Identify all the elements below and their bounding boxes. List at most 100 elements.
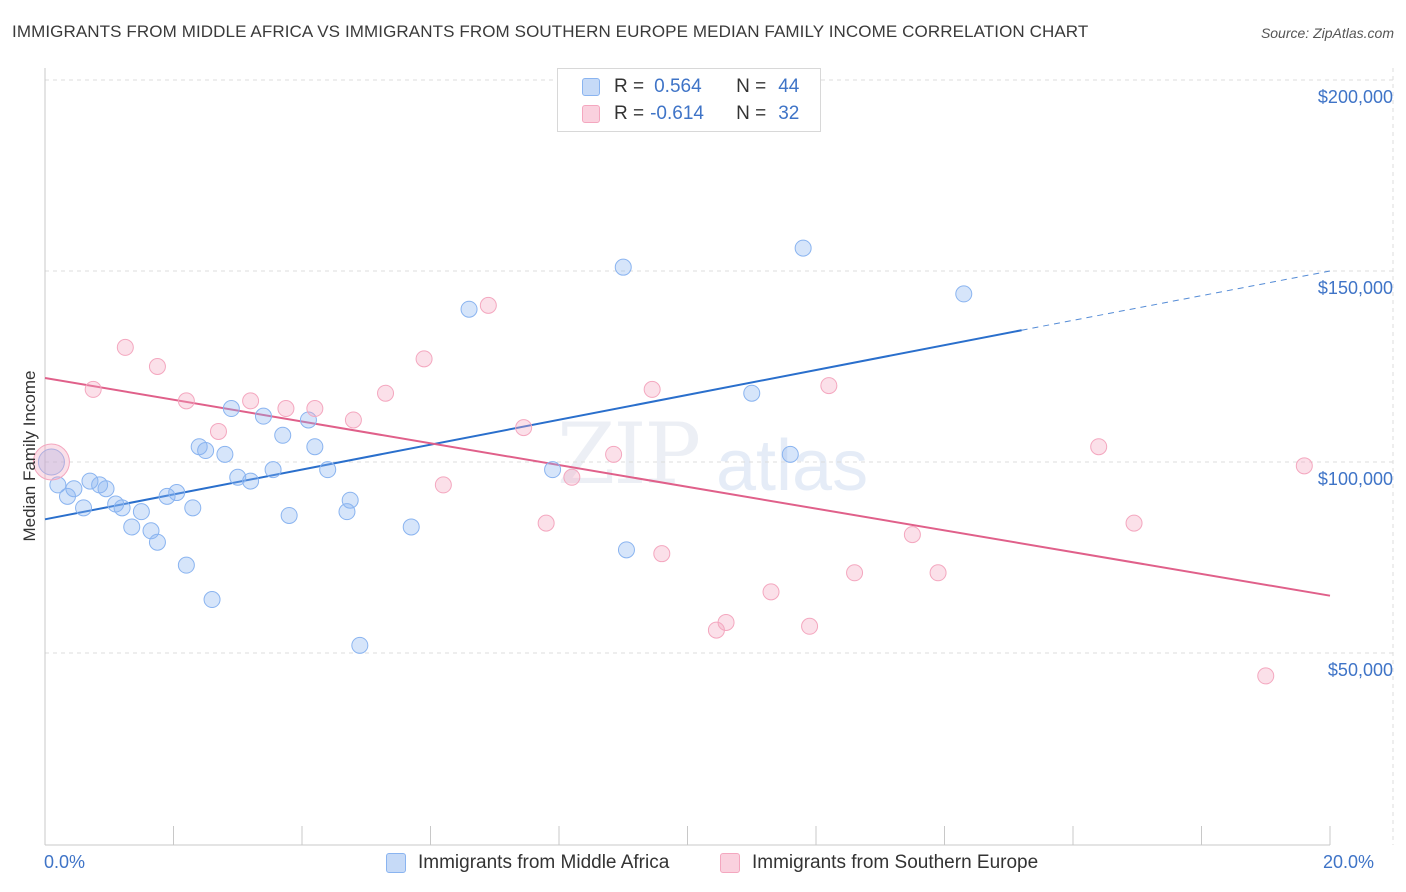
- data-point-series-0-26: [264, 461, 282, 479]
- data-point-series-1-22: [762, 583, 780, 601]
- data-point-series-0-35: [402, 518, 420, 536]
- data-point-series-1-24: [820, 377, 838, 395]
- data-point-series-1-23: [801, 617, 819, 635]
- legend-item-southern-europe[interactable]: Immigrants from Southern Europe: [720, 852, 1038, 874]
- y-tick-label-200000: $200,000: [1317, 87, 1393, 107]
- data-point-series-0-25: [254, 407, 272, 425]
- axes: [44, 68, 1331, 846]
- data-point-series-0-41: [781, 445, 799, 463]
- y-tick-label-50000: $50,000: [1327, 660, 1393, 680]
- x-tick-label-max: 20.0%: [1323, 852, 1375, 872]
- legend-row-southern-europe: R = -0.614 N = 32: [582, 102, 799, 126]
- data-point-series-1-21: [717, 613, 735, 631]
- data-point-series-0-34: [351, 636, 369, 654]
- chart-source: Source: ZipAtlas.com: [1260, 25, 1394, 41]
- data-point-series-0-3: [65, 480, 83, 498]
- data-point-series-1-9: [344, 411, 362, 429]
- data-point-series-0-20: [203, 591, 221, 609]
- data-point-series-0-11: [132, 503, 150, 521]
- trend-line-extension-series-0: [1021, 270, 1331, 331]
- data-point-series-1-15: [537, 514, 555, 532]
- data-point-series-0-32: [338, 503, 356, 521]
- data-point-series-0-31: [319, 461, 337, 479]
- legend-r-middle-africa: 0.564: [654, 76, 702, 97]
- data-point-series-0-37: [544, 461, 562, 479]
- watermark-atlas: atlas: [716, 426, 869, 506]
- data-point-series-1-18: [643, 380, 661, 398]
- data-point-series-0-30: [306, 438, 324, 456]
- data-point-series-0-10: [123, 518, 141, 536]
- data-point-series-1-29: [1125, 514, 1143, 532]
- data-point-series-0-16: [177, 556, 195, 574]
- data-point-series-0-39: [617, 541, 635, 559]
- legend-label-middle-africa: Immigrants from Middle Africa: [418, 852, 670, 873]
- data-point-series-0-23: [229, 468, 247, 486]
- x-tick-label-min: 0.0%: [44, 852, 86, 872]
- data-point-series-1-19: [653, 545, 671, 563]
- data-point-series-0-43: [955, 285, 973, 303]
- y-tick-label-150000: $150,000: [1317, 278, 1393, 298]
- data-point-series-0-38: [614, 258, 632, 276]
- data-point-series-1-8: [306, 400, 324, 418]
- data-point-series-1-2: [116, 338, 134, 356]
- data-point-series-1-30: [1257, 667, 1275, 685]
- data-point-series-0-0: [37, 448, 65, 476]
- data-point-series-0-14: [158, 487, 176, 505]
- data-point-series-1-0: [32, 443, 70, 481]
- data-point-series-1-26: [903, 526, 921, 544]
- data-point-series-1-12: [434, 476, 452, 494]
- data-point-series-0-24: [242, 472, 260, 490]
- trend-lines: [44, 270, 1331, 597]
- data-point-series-0-28: [280, 506, 298, 524]
- data-point-series-1-3: [148, 358, 166, 375]
- data-point-series-1-7: [277, 400, 295, 418]
- data-point-series-0-4: [75, 499, 93, 517]
- data-point-series-1-17: [605, 445, 623, 463]
- data-point-series-1-14: [515, 419, 533, 437]
- data-point-series-0-9: [113, 499, 131, 517]
- data-point-series-1-27: [929, 564, 947, 582]
- legend-r-southern-europe: -0.614: [650, 103, 704, 124]
- data-point-series-0-22: [222, 400, 240, 418]
- data-point-series-1-28: [1090, 438, 1108, 456]
- legend-label-southern-europe: Immigrants from Southern Europe: [752, 852, 1039, 873]
- data-point-series-1-5: [209, 422, 227, 440]
- legend-swatch-blue: [582, 78, 600, 96]
- data-point-series-1-11: [415, 350, 433, 368]
- legend-n-southern-europe: 32: [778, 103, 800, 124]
- legend-swatch-pink: [582, 105, 600, 123]
- data-point-series-0-40: [743, 384, 761, 402]
- data-point-series-1-31: [1295, 457, 1313, 475]
- chart-title: IMMIGRANTS FROM MIDDLE AFRICA VS IMMIGRA…: [12, 22, 1089, 41]
- data-point-series-0-1: [49, 476, 67, 494]
- gridlines: [45, 68, 1395, 845]
- data-point-series-1-6: [242, 392, 260, 410]
- data-point-series-0-33: [341, 491, 359, 509]
- legend-row-middle-africa: R = 0.564 N = 44: [582, 75, 799, 99]
- data-point-series-1-16: [563, 468, 581, 486]
- data-point-series-1-13: [479, 296, 497, 314]
- data-point-series-0-5: [81, 472, 99, 490]
- y-tick-label-100000: $100,000: [1317, 469, 1393, 489]
- data-point-series-0-13: [148, 533, 166, 551]
- trend-line-series-0: [44, 329, 1022, 521]
- data-point-series-1-1: [84, 380, 102, 398]
- y-axis-label: Median Family Income: [20, 370, 39, 542]
- legend-n-middle-africa: 44: [778, 76, 800, 97]
- data-point-series-1-25: [846, 564, 864, 582]
- data-point-series-0-21: [216, 445, 234, 463]
- data-point-series-0-42: [794, 239, 812, 257]
- data-point-series-0-7: [97, 480, 115, 498]
- correlation-legend: R = 0.564 N = 44 R = -0.614 N = 32: [557, 68, 821, 132]
- legend-swatch-blue-bottom: [386, 853, 406, 873]
- data-point-series-0-15: [168, 484, 186, 502]
- data-point-series-0-36: [460, 300, 478, 318]
- legend-item-middle-africa[interactable]: Immigrants from Middle Africa: [386, 852, 669, 874]
- data-point-series-0-19: [197, 442, 215, 460]
- data-point-series-1-10: [377, 384, 395, 402]
- data-point-series-0-27: [274, 426, 292, 444]
- legend-swatch-pink-bottom: [720, 853, 740, 873]
- data-point-series-1-4: [177, 392, 195, 410]
- watermark-zip: ZIP: [557, 405, 701, 503]
